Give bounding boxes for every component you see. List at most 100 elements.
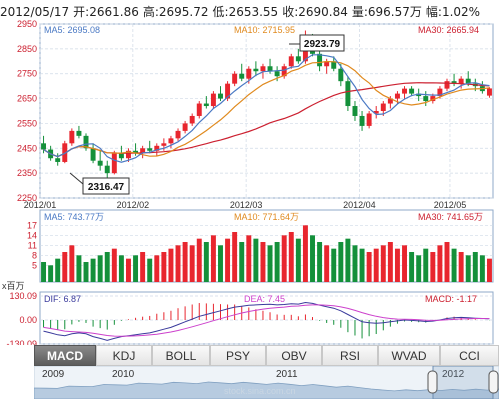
candle xyxy=(288,53,294,69)
candle-body xyxy=(465,78,471,84)
candle-body xyxy=(161,143,167,146)
candle xyxy=(232,71,238,87)
candle xyxy=(41,135,47,154)
candle xyxy=(55,153,61,166)
candle xyxy=(444,78,450,92)
navigator-right-handle[interactable] xyxy=(488,370,499,394)
candle-body xyxy=(345,81,351,107)
candle-body xyxy=(423,96,429,102)
volume-bar xyxy=(203,242,209,282)
low-label: 低: xyxy=(212,5,229,19)
price-y-axis: 2950 2850 2750 2650 2550 2450 2350 2250 xyxy=(17,19,37,203)
volume-bar xyxy=(345,238,351,282)
candle xyxy=(331,56,337,72)
volume-y-tick: 8 xyxy=(32,250,37,260)
nav-year-2011: 2011 xyxy=(276,369,298,380)
tab-obv[interactable]: OBV xyxy=(266,345,322,366)
candle-body xyxy=(416,93,422,97)
candle-body xyxy=(338,68,344,82)
volume-bar xyxy=(416,255,422,282)
volume-bar xyxy=(104,252,110,282)
volume-bar xyxy=(41,262,47,282)
stock-chart[interactable]: 2950 2850 2750 2650 2550 2450 2350 2250 2012/01… xyxy=(0,0,500,345)
price-x-tick: 2012/01 xyxy=(24,200,57,210)
candle-body xyxy=(83,135,89,149)
candle-body xyxy=(331,61,337,69)
volume-bars xyxy=(41,225,492,282)
tab-wvad[interactable]: WVAD xyxy=(378,345,440,366)
candle-body xyxy=(253,68,259,72)
candle-body xyxy=(402,88,408,94)
candle-body xyxy=(458,78,464,84)
candle-body xyxy=(232,73,238,84)
candle xyxy=(90,143,96,164)
volume-bar xyxy=(76,255,82,282)
volume-bar xyxy=(118,255,124,282)
ma30-label: MA30: 2665.94 xyxy=(418,25,479,35)
tab-psy[interactable]: PSY xyxy=(210,345,266,366)
open-label: 开: xyxy=(73,5,90,19)
volume-bar xyxy=(380,245,386,282)
candle xyxy=(196,101,202,119)
candle-body xyxy=(267,66,273,72)
volume-bar xyxy=(437,245,443,282)
candle xyxy=(203,96,209,109)
navigator-left-handle[interactable] xyxy=(427,370,438,394)
tab-macd[interactable]: MACD xyxy=(34,345,96,366)
volume-bar xyxy=(352,245,358,282)
volume-bar xyxy=(218,245,223,282)
candle xyxy=(373,106,379,119)
macd-panel: 130.09 0.00 -130.09 DIF: 6.87 DEA: 7.45 MA… xyxy=(6,291,494,345)
volume-bar xyxy=(409,252,415,282)
candle xyxy=(281,63,287,79)
volume-bar xyxy=(48,265,54,282)
candle xyxy=(69,128,75,146)
volume-bar xyxy=(253,238,259,282)
volume-bar xyxy=(387,242,393,282)
volume-bar xyxy=(210,235,216,282)
vol-unit-label: x百万 xyxy=(2,281,25,291)
volume-bar xyxy=(267,245,273,282)
change-value: 1.02% xyxy=(441,5,481,19)
candle xyxy=(210,91,216,109)
candle xyxy=(338,63,344,87)
candle-body xyxy=(97,160,103,166)
volume-bar xyxy=(111,248,117,282)
volume-bar xyxy=(225,238,231,282)
price-y-tick: 2750 xyxy=(17,69,37,79)
volume-bar xyxy=(359,248,365,282)
candle xyxy=(140,145,146,159)
candle-body xyxy=(486,88,492,96)
volume-bar xyxy=(69,245,75,282)
volume-bar xyxy=(479,255,485,282)
price-y-tick: 2350 xyxy=(17,168,37,178)
candle-body xyxy=(154,145,160,151)
navigator-selection[interactable] xyxy=(432,366,494,399)
macd-y-tick: -130.09 xyxy=(6,339,37,345)
candle-body xyxy=(444,81,450,89)
volume-bar xyxy=(394,248,400,282)
candle-body xyxy=(218,93,223,99)
range-navigator[interactable]: 2009 2010 2011 2012 stock.sina.com.cn xyxy=(34,366,499,399)
close-value: 2690.84 xyxy=(298,5,348,19)
volume-bar xyxy=(83,262,89,282)
macd-y-tick: 0.00 xyxy=(19,315,37,325)
price-y-tick: 2950 xyxy=(17,19,37,29)
volume-bar xyxy=(196,238,202,282)
price-y-tick: 2650 xyxy=(17,94,37,104)
tab-boll[interactable]: BOLL xyxy=(152,345,210,366)
ma5-line xyxy=(43,54,490,163)
candle-body xyxy=(352,106,358,116)
candle-body xyxy=(430,96,436,102)
candle-body xyxy=(295,56,301,62)
volume-bar xyxy=(324,245,330,282)
macd-y-axis: 130.09 0.00 -130.09 xyxy=(6,291,37,345)
volume-bar xyxy=(62,252,68,282)
tab-kdj[interactable]: KDJ xyxy=(96,345,152,366)
tab-rsi[interactable]: RSI xyxy=(322,345,378,366)
tab-cci[interactable]: CCI xyxy=(440,345,499,366)
candle-body xyxy=(168,138,174,144)
candle-body xyxy=(281,66,287,77)
volume-bar xyxy=(133,255,139,282)
